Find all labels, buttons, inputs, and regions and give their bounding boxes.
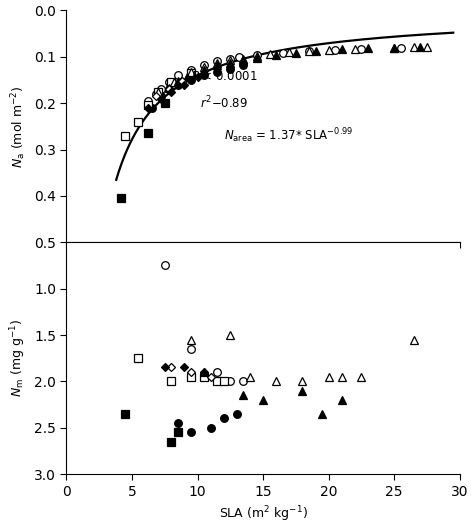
Y-axis label: $N_{\mathrm{m}}$ (mg g$^{-1}$): $N_{\mathrm{m}}$ (mg g$^{-1}$): [9, 319, 28, 398]
X-axis label: SLA (m$^{2}$ kg$^{-1}$): SLA (m$^{2}$ kg$^{-1}$): [219, 504, 308, 521]
Text: $N_{\mathrm{area}}$ = 1.37* SLA$^{-0.99}$: $N_{\mathrm{area}}$ = 1.37* SLA$^{-0.99}…: [224, 127, 353, 145]
Text: $r^{2}$−0.89: $r^{2}$−0.89: [200, 95, 248, 111]
Y-axis label: $N_{\mathrm{a}}$ (mol m$^{-2}$): $N_{\mathrm{a}}$ (mol m$^{-2}$): [9, 85, 28, 168]
Text: $P$ < 0.0001: $P$ < 0.0001: [191, 69, 257, 82]
